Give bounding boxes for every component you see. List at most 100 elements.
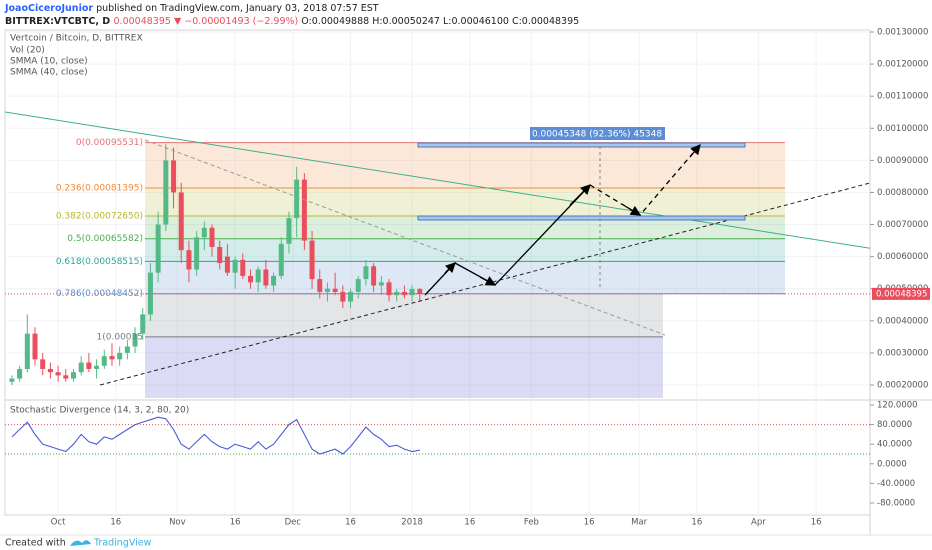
candle-body — [140, 314, 146, 334]
fib-label: 0.382(0.00072650) — [56, 212, 143, 222]
stoch-tick-label: 120.0000 — [877, 401, 918, 411]
indicator: Vol (20) — [10, 46, 45, 56]
candle-body — [355, 279, 361, 292]
candle-body — [209, 227, 215, 248]
candle-body — [394, 291, 400, 296]
y-tick-label: 0.00130000 — [877, 28, 928, 38]
logo — [70, 540, 91, 546]
candle-body — [47, 368, 53, 373]
x-tick-label: Apr — [751, 518, 766, 528]
fib-band — [145, 336, 663, 398]
stoch-tick-label: -40.0000 — [877, 479, 915, 489]
x-tick-label: Oct — [51, 518, 66, 528]
x-tick-label: Nov — [169, 518, 186, 528]
candle-body — [186, 250, 192, 270]
candle-body — [86, 362, 92, 369]
stoch-tick-label: 0.0000 — [877, 459, 907, 469]
measure-box — [530, 127, 665, 140]
candle-body — [317, 279, 323, 292]
candle-body — [332, 288, 338, 292]
ohlc: L:0.00046100 — [440, 16, 509, 27]
candle-body — [255, 269, 261, 283]
fib-label: 1(0.00035 — [97, 332, 143, 342]
y-tick-label: 0.00060000 — [877, 252, 928, 262]
symbol: BITTREX:VTCBTC, D — [5, 16, 114, 27]
candle-body — [409, 289, 415, 296]
fib-label: 0.618(0.00058515) — [56, 257, 143, 267]
candle-body — [224, 256, 230, 273]
stoch-title: Stochastic Divergence (14, 3, 2, 80, 20) — [10, 406, 189, 416]
candle-body — [78, 362, 84, 373]
y-tick-label: 0.00070000 — [877, 220, 928, 230]
y-tick-label: 0.00040000 — [877, 316, 928, 326]
candle-body — [132, 333, 138, 347]
candle-body — [371, 266, 377, 286]
candle-body — [309, 240, 315, 280]
drawings — [5, 111, 870, 386]
publish-line: JoaoCiceroJunior published on TradingVie… — [4, 3, 379, 14]
x-tick-label: 16 — [110, 518, 121, 528]
fib-band — [145, 187, 785, 217]
fib-band — [145, 238, 785, 262]
x-tick-label: 16 — [345, 518, 356, 528]
candle-body — [378, 282, 384, 286]
ohlc: C:0.00048395 — [509, 16, 579, 27]
candle-body — [32, 333, 38, 360]
stoch-tick-label: -80.0000 — [877, 499, 915, 509]
candle-body — [117, 352, 123, 360]
candle-body — [9, 378, 15, 382]
y-tick-label: 0.00030000 — [877, 348, 928, 358]
candle-body — [147, 272, 153, 315]
y-tick-label: 0.00120000 — [877, 60, 928, 70]
fib-trend — [144, 139, 666, 336]
x-tick-label: Feb — [524, 518, 539, 528]
fib-label: 0.786(0.00048452) — [56, 289, 143, 299]
candle-body — [278, 243, 284, 276]
candle-body — [194, 237, 200, 270]
candle-body — [40, 359, 46, 369]
x-tick-label: 2018 — [401, 518, 423, 528]
footer-brand[interactable]: TradingView — [93, 538, 152, 549]
arrow — [624, 205, 642, 216]
x-tick-label: 16 — [230, 518, 241, 528]
candle-body — [124, 346, 130, 353]
candle-body — [63, 375, 69, 379]
candle-body — [55, 372, 61, 376]
indicator: SMMA (10, close) — [10, 57, 88, 67]
author[interactable]: JoaoCiceroJunior — [4, 3, 93, 14]
candle-body — [109, 356, 115, 360]
last: 0.00048395 — [114, 16, 171, 27]
arrow — [444, 262, 456, 274]
candle-body — [17, 368, 23, 379]
candle-body — [24, 333, 30, 369]
x-tick-label: 16 — [464, 518, 475, 528]
ohlc: O:0.00049888 — [301, 16, 369, 27]
x-tick-label: Mar — [631, 518, 648, 528]
candle-body — [348, 291, 354, 302]
candle-body — [286, 218, 292, 244]
y-tick-label: 0.00020000 — [877, 381, 928, 391]
last-price-box — [872, 287, 930, 300]
candle-body — [171, 160, 177, 193]
candle-body — [386, 282, 392, 296]
candle-body — [271, 275, 277, 286]
candle-body — [217, 247, 223, 264]
stoch-tick-label: 80.0000 — [877, 420, 912, 430]
projection — [424, 184, 591, 296]
change: ▼ −0.00001493 (−2.99%) — [171, 16, 301, 27]
candle-body — [247, 275, 253, 283]
symbol-line: BITTREX:VTCBTC, D 0.00048395 ▼ −0.000014… — [5, 16, 579, 27]
trend-line — [5, 111, 870, 249]
candle-body — [163, 160, 169, 225]
fib-band — [145, 293, 663, 337]
measure-label: 0.00045348 (92.36%) 45348 — [532, 130, 662, 140]
ohlc: H:0.00050247 — [369, 16, 440, 27]
x-tick-label: 16 — [691, 518, 702, 528]
footer-created: Created with — [5, 538, 66, 549]
chart-title: Vertcoin / Bitcoin, D, BITTREX — [10, 34, 143, 44]
candle-body — [178, 192, 184, 251]
candle-body — [294, 179, 300, 219]
stoch-tick-label: 40.0000 — [877, 440, 912, 450]
fib-label: 0.5(0.00065582) — [67, 234, 143, 244]
y-tick-label: 0.00080000 — [877, 188, 928, 198]
